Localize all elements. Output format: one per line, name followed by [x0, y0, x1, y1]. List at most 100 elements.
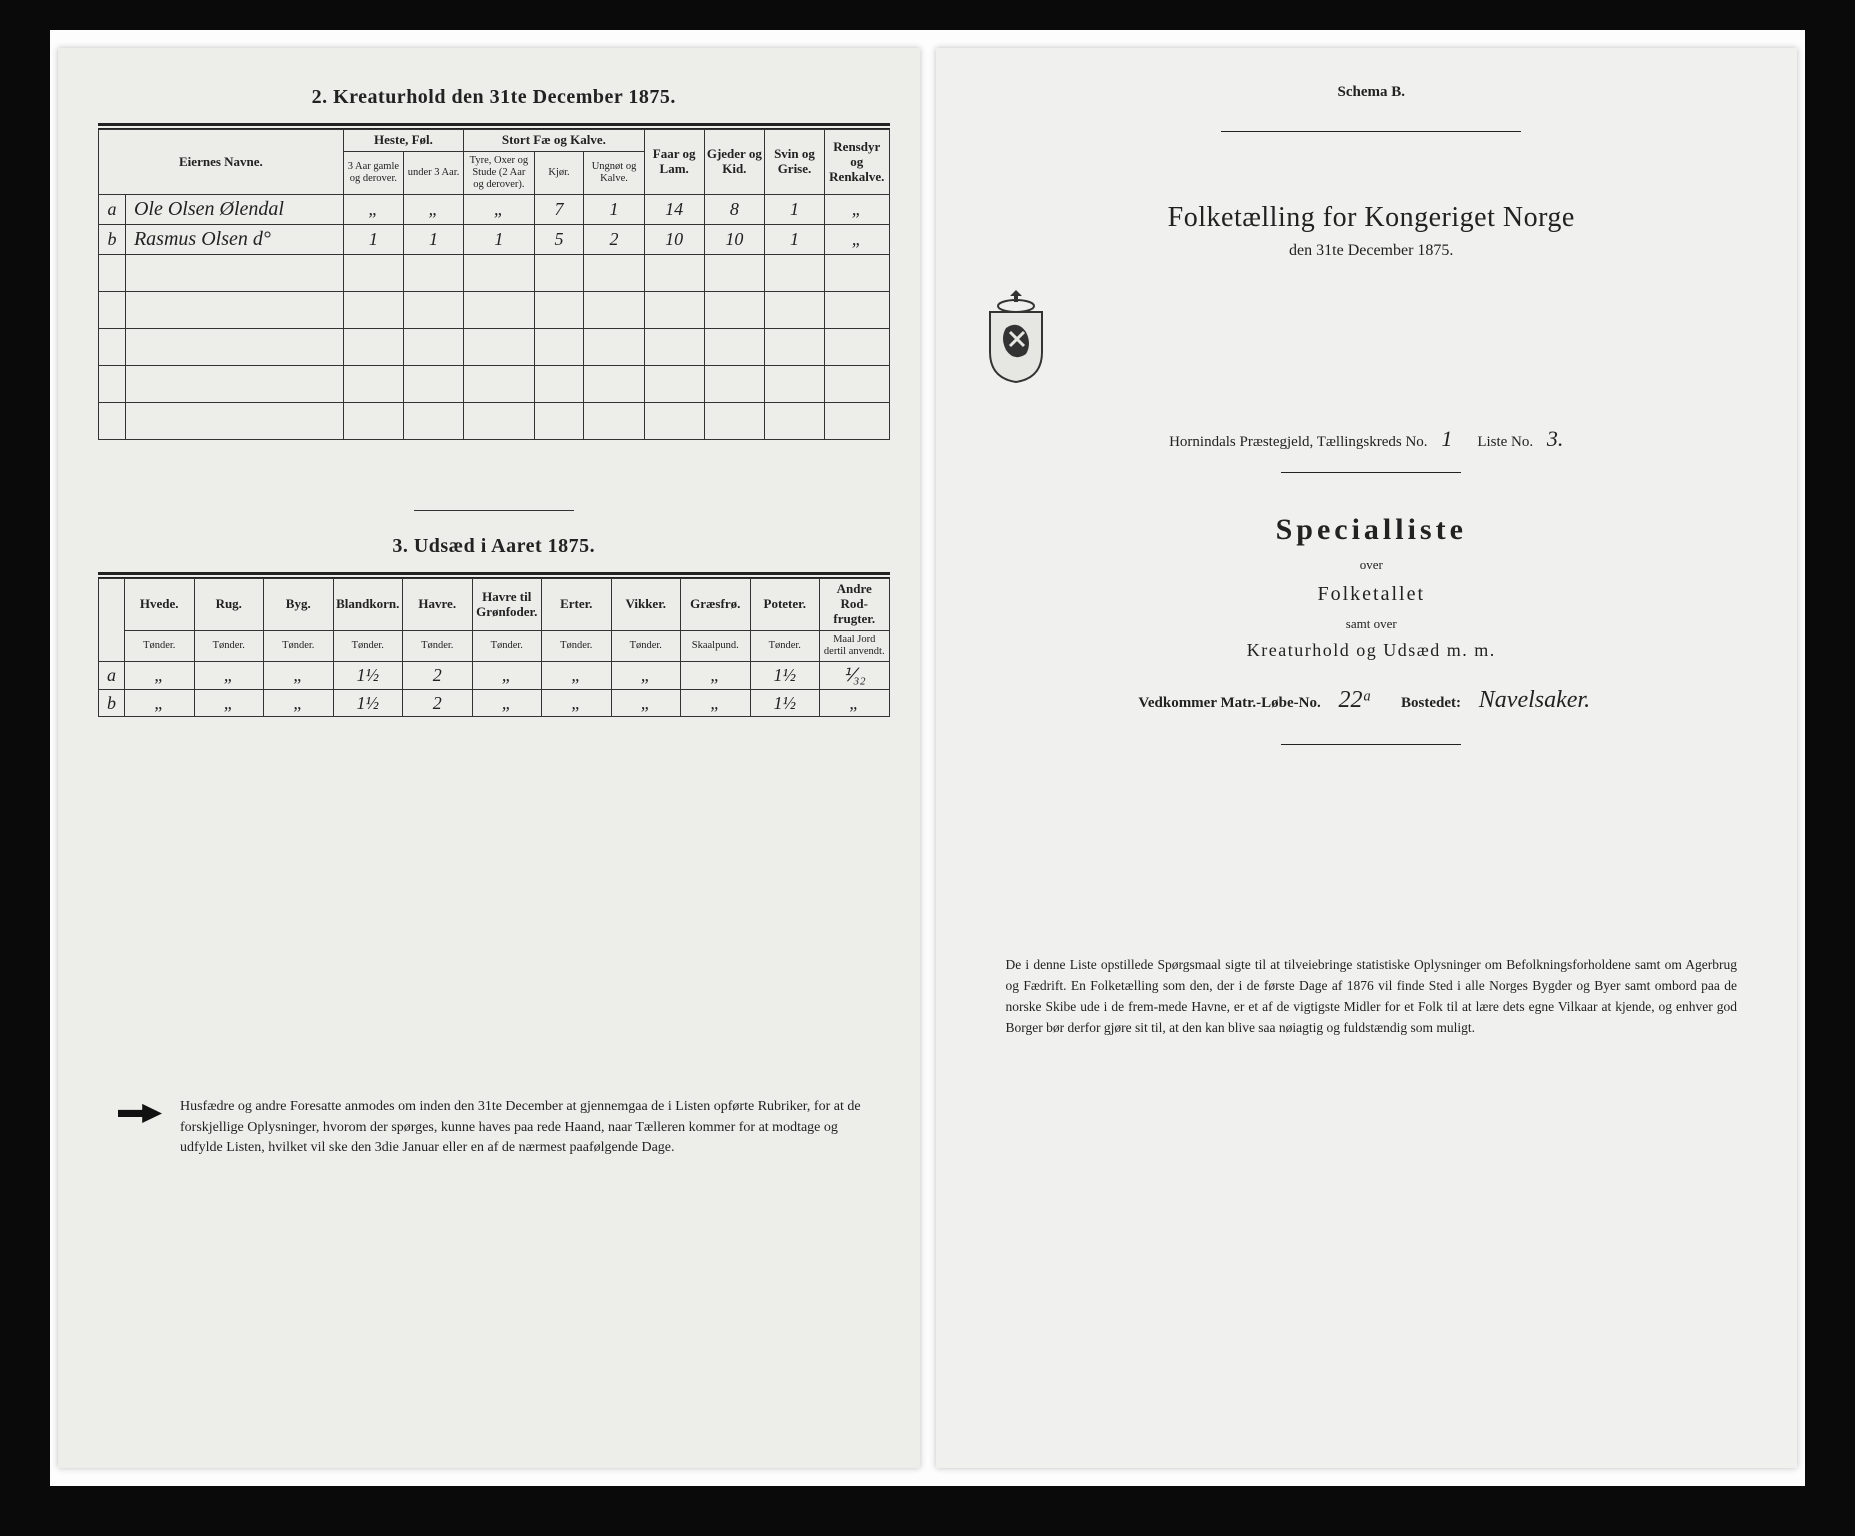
cell: 1½	[750, 662, 820, 690]
cell	[403, 329, 463, 366]
th: Havre.	[403, 579, 473, 631]
cell	[534, 403, 584, 440]
cell: 1	[403, 225, 463, 255]
th: Byg.	[264, 579, 334, 631]
th-unit: Maal Jord dertil anvendt.	[820, 630, 890, 661]
cell	[584, 255, 644, 292]
cell: „	[403, 195, 463, 225]
cell	[644, 403, 704, 440]
cell	[704, 403, 764, 440]
page-right: Schema B. Folketælling for Kongeriget No…	[936, 48, 1798, 1468]
cell: „	[472, 662, 542, 690]
cell	[125, 255, 343, 292]
cell	[464, 403, 535, 440]
cell: 8	[704, 195, 764, 225]
cell	[343, 329, 403, 366]
cell	[125, 292, 343, 329]
cell	[534, 329, 584, 366]
schema-label: Schema B.	[976, 84, 1768, 101]
th-unit: Tønder.	[194, 630, 264, 661]
page-left: 2. Kreaturhold den 31te December 1875. E…	[58, 48, 920, 1468]
table-row	[99, 403, 890, 440]
owner-name: Rasmus Olsen d°	[125, 225, 343, 255]
cell	[764, 292, 824, 329]
cell	[644, 329, 704, 366]
owner-name: Ole Olsen Ølendal	[125, 195, 343, 225]
cell	[403, 255, 463, 292]
cell: „	[820, 689, 890, 717]
cell	[99, 255, 126, 292]
cell: 1	[764, 225, 824, 255]
th-sub: Tyre, Oxer og Stude (2 Aar og derover).	[464, 151, 535, 194]
th-sub: Ungnøt og Kalve.	[584, 151, 644, 194]
th: Poteter.	[750, 579, 820, 631]
cell	[99, 329, 126, 366]
cell: 10	[704, 225, 764, 255]
cell: 2	[403, 689, 473, 717]
row-index: b	[99, 225, 126, 255]
cell	[825, 255, 889, 292]
cell: 10	[644, 225, 704, 255]
divider	[1281, 744, 1461, 745]
footnote-block: Husfædre og andre Foresatte anmodes om i…	[98, 1097, 890, 1158]
th-unit: Tønder.	[125, 630, 195, 661]
cell	[125, 329, 343, 366]
cell: 1	[764, 195, 824, 225]
over-label: over	[976, 557, 1768, 573]
th-unit: Tønder.	[403, 630, 473, 661]
table-row	[99, 255, 890, 292]
cell: „	[194, 662, 264, 690]
th-unit: Tønder.	[333, 630, 403, 661]
cell	[825, 403, 889, 440]
th-sub: 3 Aar gamle og derover.	[343, 151, 403, 194]
th-goats: Gjeder og Kid.	[704, 130, 764, 195]
cell: 1	[584, 195, 644, 225]
cell	[343, 366, 403, 403]
samt-label: samt over	[976, 616, 1768, 632]
th-sub: Kjør.	[534, 151, 584, 194]
folketallet: Folketallet	[976, 583, 1768, 606]
cell: „	[125, 689, 195, 717]
th-cattle: Stort Fæ og Kalve.	[464, 130, 644, 152]
cell: 1	[343, 225, 403, 255]
cell: „	[542, 689, 612, 717]
th-unit: Skaalpund.	[681, 630, 751, 661]
th-unit: Tønder.	[264, 630, 334, 661]
table-row	[99, 292, 890, 329]
cell	[403, 366, 463, 403]
cell	[99, 366, 126, 403]
cell	[125, 366, 343, 403]
cell	[343, 403, 403, 440]
cell	[764, 366, 824, 403]
cell	[343, 255, 403, 292]
cell	[464, 292, 535, 329]
cell	[764, 403, 824, 440]
cell	[403, 403, 463, 440]
table-row	[99, 366, 890, 403]
table-row: bRasmus Olsen d°1115210101„	[99, 225, 890, 255]
row-index: b	[99, 689, 125, 717]
th: Hvede.	[125, 579, 195, 631]
section3-title: 3. Udsæd i Aaret 1875.	[98, 535, 890, 558]
cell: „	[825, 195, 889, 225]
cell	[403, 292, 463, 329]
cell	[704, 329, 764, 366]
th-sub: under 3 Aar.	[403, 151, 463, 194]
th: Andre Rod-frugter.	[820, 579, 890, 631]
main-title: Folketælling for Kongeriget Norge	[976, 202, 1768, 234]
table3-head2: Tønder.Tønder.Tønder.Tønder.Tønder.Tønde…	[99, 630, 890, 661]
cell: „	[125, 662, 195, 690]
th: Blandkorn.	[333, 579, 403, 631]
cell: „	[681, 662, 751, 690]
cell: 2	[584, 225, 644, 255]
cell	[584, 403, 644, 440]
table-kreaturhold: Eiernes Navne. Heste, Føl. Stort Fæ og K…	[98, 129, 890, 440]
th-owner: Eiernes Navne.	[99, 130, 344, 195]
cell: „	[472, 689, 542, 717]
vedk-label1: Vedkommer Matr.-Løbe-No.	[1138, 695, 1320, 711]
cell	[99, 292, 126, 329]
row-index: a	[99, 662, 125, 690]
cell	[464, 255, 535, 292]
cell	[644, 292, 704, 329]
cell: „	[542, 662, 612, 690]
